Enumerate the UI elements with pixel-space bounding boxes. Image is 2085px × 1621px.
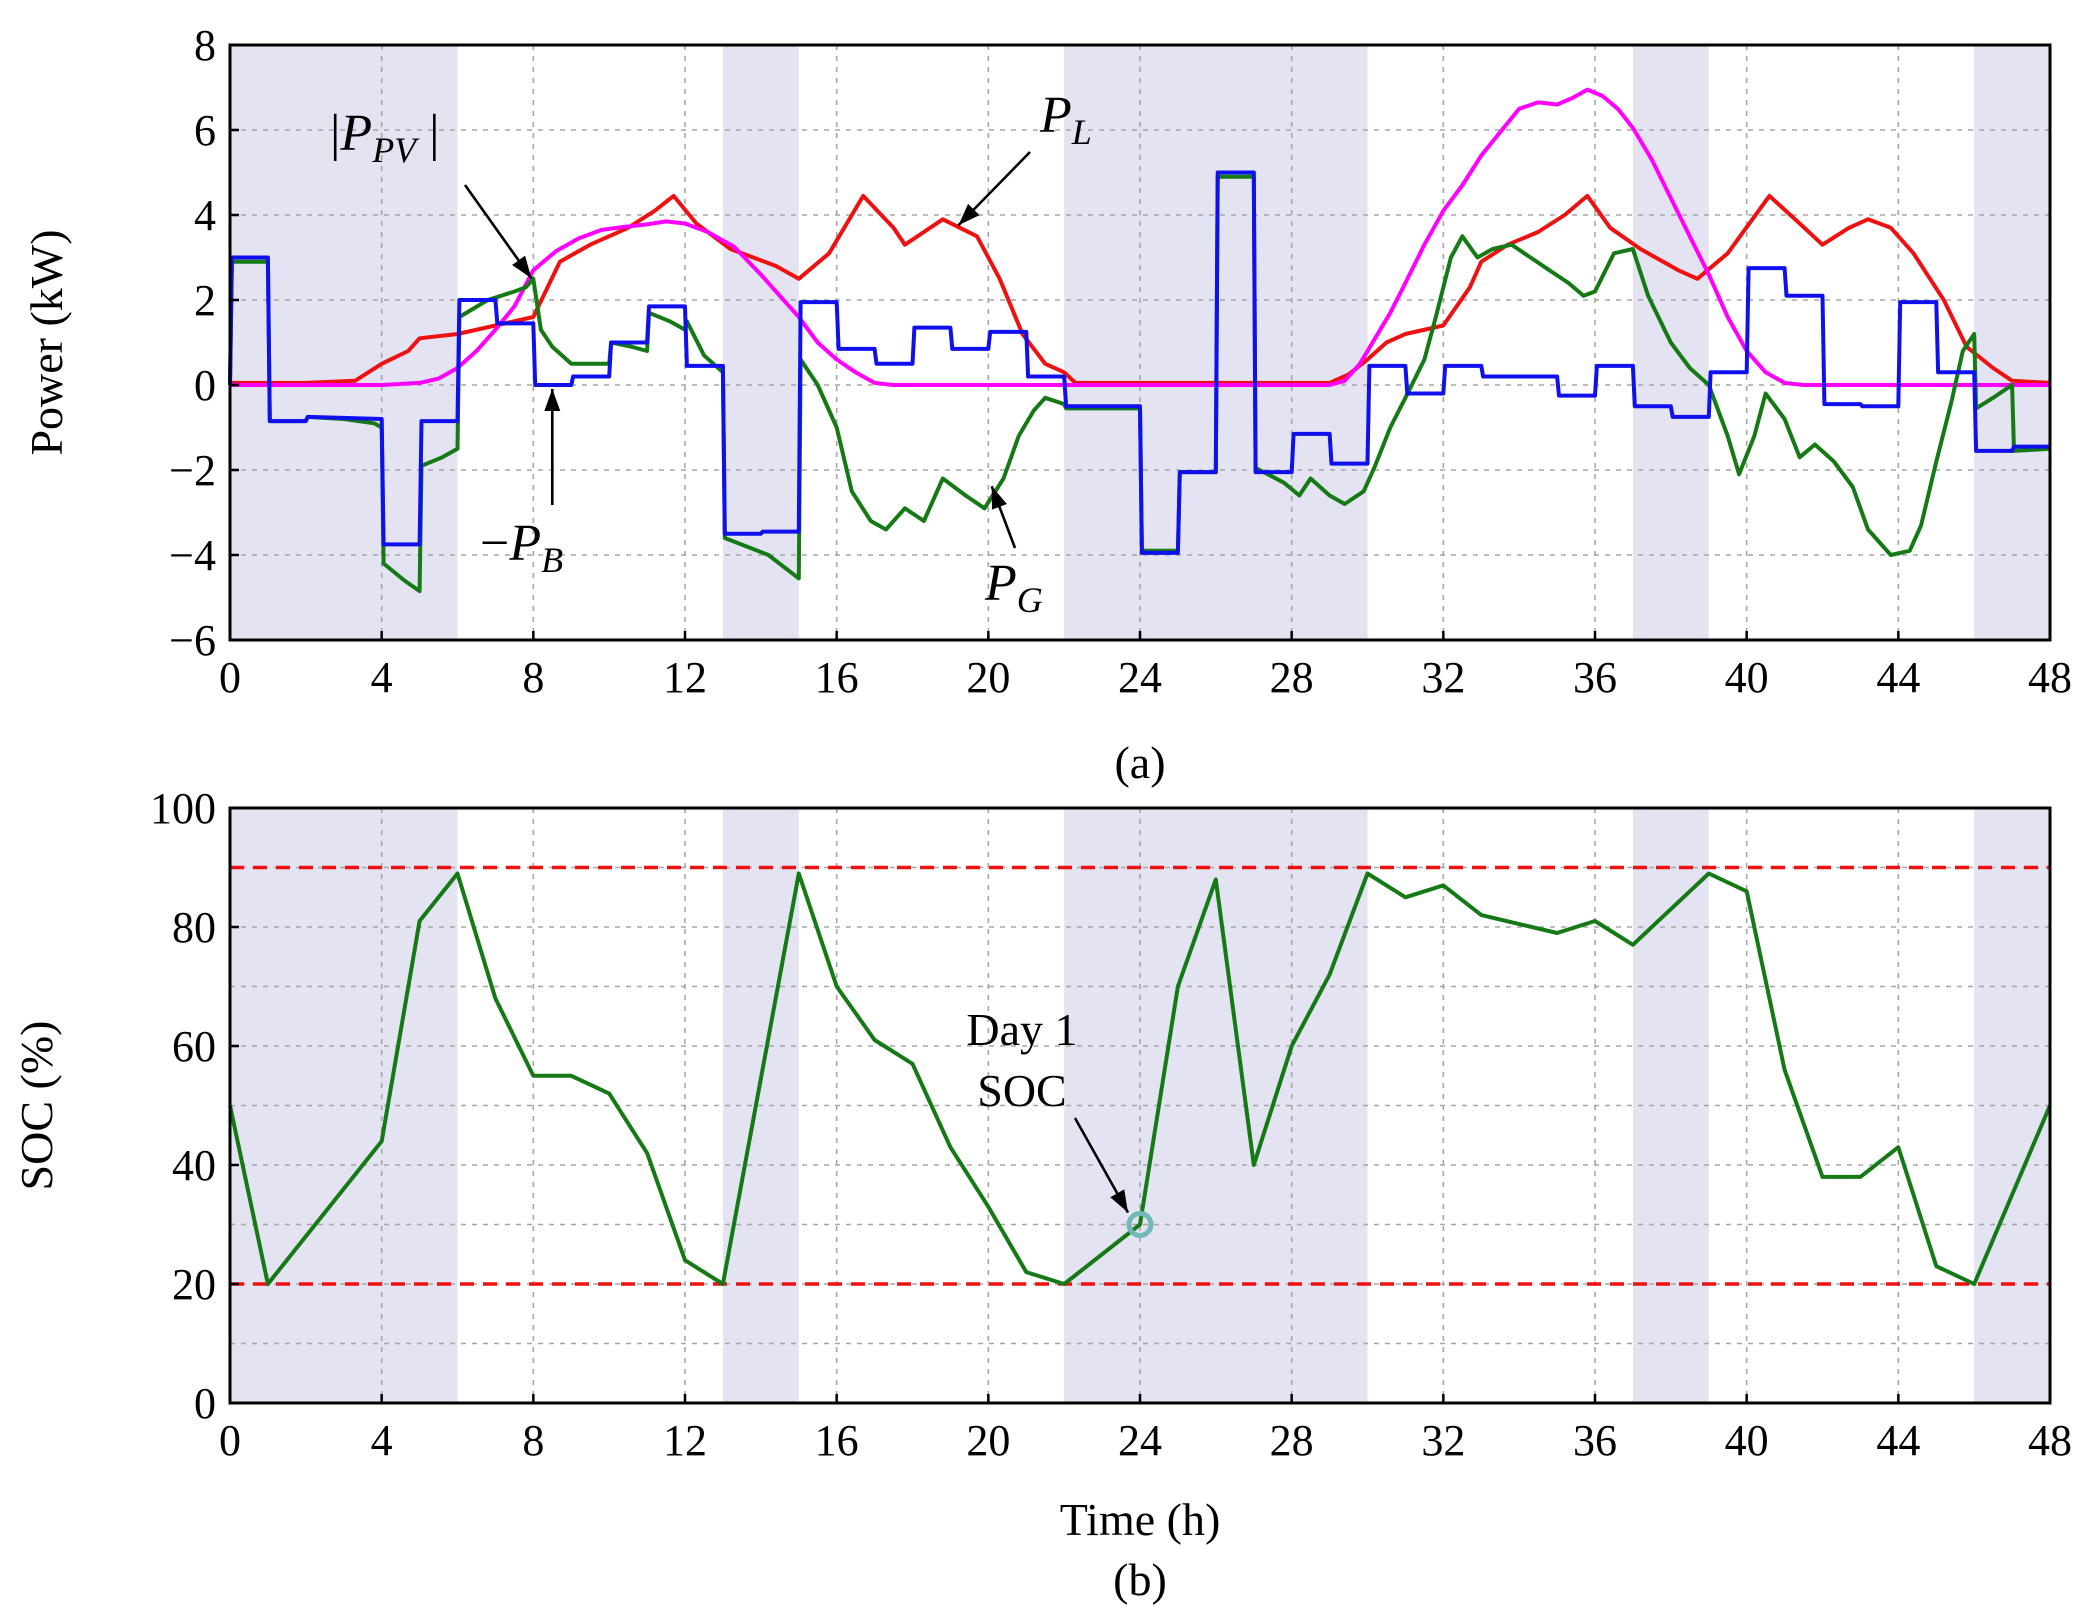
annotation-pg: PG [984, 485, 1043, 620]
x-tick-label: 12 [663, 653, 707, 702]
series-p-b [228, 170, 2050, 555]
x-tick-label: 8 [522, 653, 544, 702]
annotation-pl-label: PL [1039, 87, 1092, 152]
x-tick-label: 36 [1573, 1416, 1617, 1465]
y-tick-label: 4 [194, 191, 216, 240]
y-tick-label: 0 [194, 1379, 216, 1428]
panel-b-soc-limits [230, 865, 2050, 1286]
y-tick-label: 2 [194, 276, 216, 325]
y-tick-label: 80 [172, 903, 216, 952]
x-tick-label: 40 [1725, 1416, 1769, 1465]
x-tick-label: 12 [663, 1416, 707, 1465]
x-tick-label: 48 [2028, 1416, 2072, 1465]
annotation-pb: −PB [480, 389, 563, 580]
x-tick-label: 28 [1270, 653, 1314, 702]
annotation-ppv-arrowhead [512, 255, 532, 279]
x-tick-label: 24 [1118, 653, 1162, 702]
panel-a-shaded-periods [230, 45, 2050, 640]
shaded-period-4 [1974, 45, 2050, 640]
y-tick-label: 20 [172, 1260, 216, 1309]
x-tick-label: 36 [1573, 653, 1617, 702]
y-tick-label: −6 [169, 616, 216, 665]
annotation-day1-line1: Day 1 [966, 1004, 1077, 1055]
panel-b-series [228, 871, 2052, 1286]
annotation-ppv-label: |PPV | [330, 105, 440, 170]
panel-a-y-axis-label: Power (kW) [21, 229, 72, 455]
x-tick-label: 32 [1421, 653, 1465, 702]
panel-b-y-axis-label: SOC (%) [11, 1021, 62, 1191]
x-tick-label: 28 [1270, 1416, 1314, 1465]
x-tick-label: 4 [371, 653, 393, 702]
x-tick-label: 40 [1725, 653, 1769, 702]
x-tick-label: 0 [219, 1416, 241, 1465]
y-tick-label: −2 [169, 446, 216, 495]
annotation-ppv: |PPV | [330, 105, 533, 280]
x-tick-label: 16 [815, 1416, 859, 1465]
x-tick-label: 32 [1421, 1416, 1465, 1465]
day1-soc-marker [1126, 1211, 1154, 1238]
panel-a-series [228, 87, 2051, 594]
annotation-day1-soc: Day 1 SOC [966, 1004, 1130, 1214]
y-tick-label: 100 [150, 784, 216, 833]
y-tick-label: 60 [172, 1022, 216, 1071]
annotation-pb-label: −PB [480, 515, 563, 580]
y-tick-label: 6 [194, 106, 216, 155]
annotation-pg-arrowhead [991, 486, 1007, 510]
x-tick-label: 44 [1876, 653, 1920, 702]
y-tick-label: 8 [194, 21, 216, 70]
series-p-l [230, 193, 2051, 385]
series-soc [228, 871, 2052, 1286]
y-tick-label: −4 [169, 531, 216, 580]
annotation-pl-arrowhead [958, 203, 980, 226]
annotation-pg-label: PG [984, 555, 1043, 620]
x-tick-label: 44 [1876, 1416, 1920, 1465]
panel-b-grid [230, 808, 2050, 1403]
panel-b-x-axis-label: Time (h) [1060, 1494, 1221, 1545]
panel-b-caption: (b) [1113, 1554, 1167, 1605]
x-tick-label: 20 [966, 653, 1010, 702]
series-p-pv [230, 87, 2050, 387]
y-tick-label: 0 [194, 361, 216, 410]
y-tick-label: 40 [172, 1141, 216, 1190]
panel-a-caption: (a) [1114, 737, 1165, 788]
x-tick-label: 20 [966, 1416, 1010, 1465]
x-tick-label: 8 [522, 1416, 544, 1465]
x-tick-label: 16 [815, 653, 859, 702]
annotation-pl: PL [957, 87, 1092, 227]
annotation-day1-line2: SOC [977, 1065, 1066, 1116]
x-tick-label: 4 [371, 1416, 393, 1465]
annotation-day1-arrowhead [1110, 1189, 1128, 1213]
x-tick-label: 24 [1118, 1416, 1162, 1465]
x-tick-label: 48 [2028, 653, 2072, 702]
x-tick-label: 0 [219, 653, 241, 702]
annotation-pb-arrowhead [544, 389, 561, 411]
